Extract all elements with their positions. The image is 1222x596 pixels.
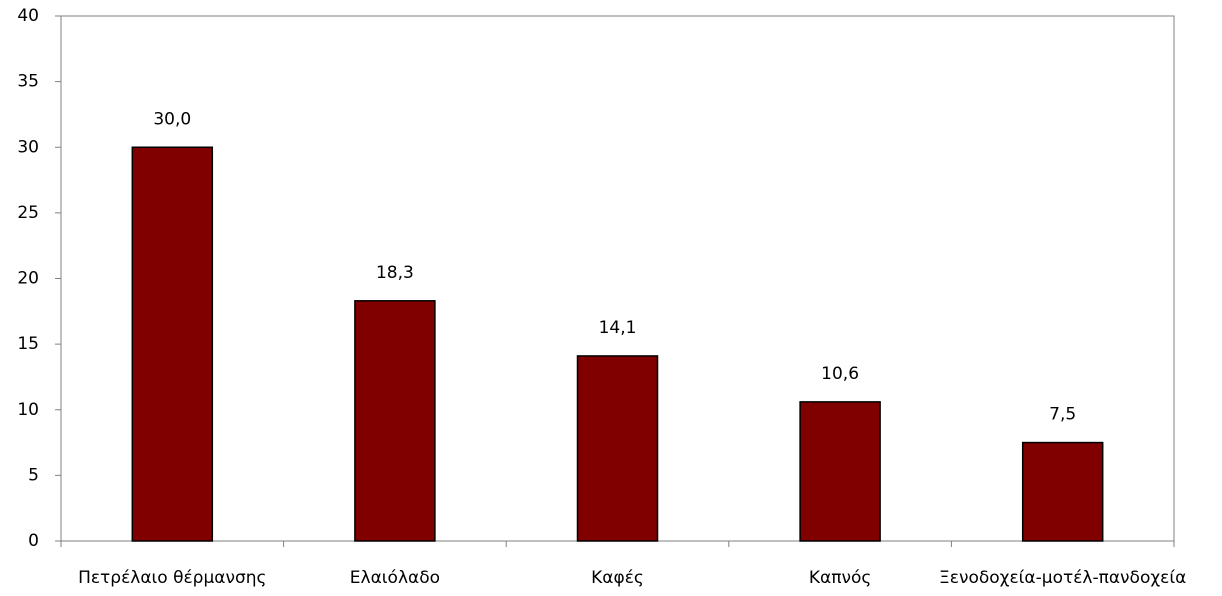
bar [1021, 441, 1104, 542]
x-tick-label: Ελαιόλαδο [350, 568, 440, 588]
y-tick-label: 25 [17, 203, 39, 223]
y-tick-label: 5 [28, 465, 39, 485]
x-tick-label: Ξενοδοχεία-μοτέλ-πανδοχεία [939, 568, 1186, 588]
x-tick-label: Πετρέλαιο θέρμανσης [78, 568, 266, 588]
y-tick-label: 40 [17, 6, 39, 26]
y-tick-label: 20 [17, 269, 39, 289]
y-tick-label: 30 [17, 137, 39, 157]
value-label: 10,6 [821, 364, 859, 384]
y-tick-label: 10 [17, 400, 39, 420]
bar [576, 355, 659, 542]
x-tick-label: Καφές [591, 568, 644, 588]
value-label: 14,1 [599, 318, 637, 338]
x-tick-label: Καπνός [809, 568, 871, 588]
bar [131, 146, 214, 542]
y-tick-label: 35 [17, 72, 39, 92]
value-label: 7,5 [1049, 405, 1076, 425]
value-label: 18,3 [376, 263, 414, 283]
bar [354, 300, 436, 542]
y-tick-label: 0 [28, 531, 39, 551]
y-tick-label: 15 [17, 334, 39, 354]
value-label: 30,0 [153, 109, 191, 129]
bar [799, 401, 881, 542]
